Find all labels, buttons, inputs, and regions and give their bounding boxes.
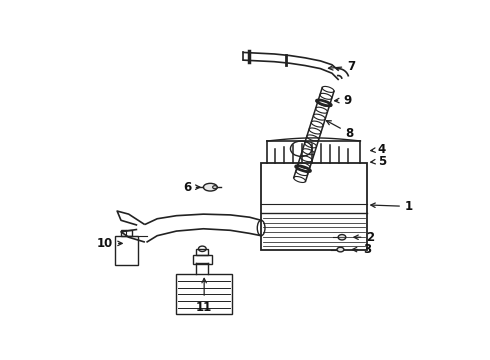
Text: 2: 2 xyxy=(354,231,374,244)
Bar xyxy=(193,255,212,264)
Text: 3: 3 xyxy=(352,243,371,256)
Ellipse shape xyxy=(213,186,217,189)
Text: 5: 5 xyxy=(371,154,386,167)
Ellipse shape xyxy=(337,247,344,252)
Text: 6: 6 xyxy=(183,181,200,194)
Text: 10: 10 xyxy=(97,237,122,250)
Bar xyxy=(261,163,367,249)
Bar xyxy=(196,249,208,255)
Ellipse shape xyxy=(203,183,217,191)
Bar xyxy=(121,230,132,236)
Text: 7: 7 xyxy=(328,60,355,73)
Text: 1: 1 xyxy=(371,200,413,213)
Text: 4: 4 xyxy=(371,143,386,156)
Ellipse shape xyxy=(338,235,346,240)
Text: 8: 8 xyxy=(326,121,354,140)
Bar xyxy=(176,274,232,314)
Text: 11: 11 xyxy=(196,278,212,314)
Bar xyxy=(115,236,138,265)
Text: 9: 9 xyxy=(335,94,351,107)
